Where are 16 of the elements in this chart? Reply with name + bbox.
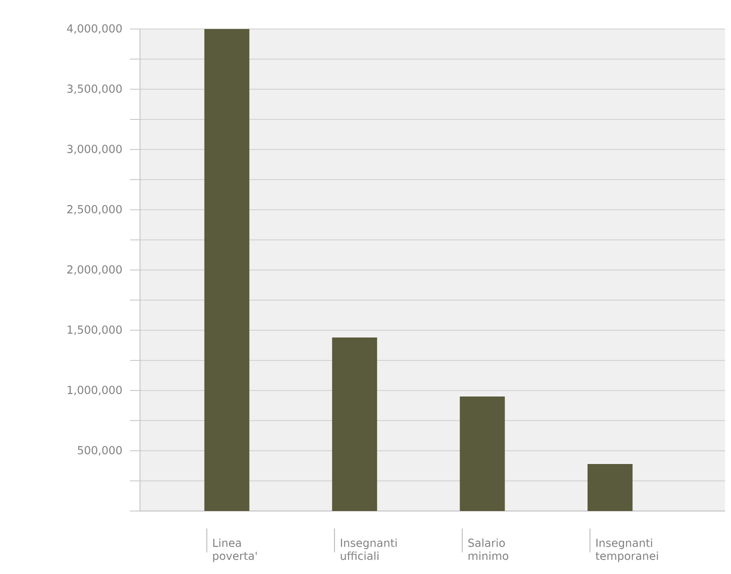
y-tick-label: 3,500,000	[67, 84, 122, 94]
bar	[332, 337, 378, 511]
y-tick-label: 2,500,000	[67, 205, 122, 214]
bar	[460, 396, 505, 511]
x-tick-label: Insegnanti ufficiali	[340, 538, 397, 560]
y-tick-label: 1,500,000	[68, 326, 122, 335]
bar	[204, 28, 250, 511]
bar	[588, 464, 633, 511]
y-tick-label: 1,000,000	[68, 386, 122, 396]
y-tick-label: 4,000,000	[67, 24, 122, 34]
x-tick-label: Insegnanti temporanei	[596, 538, 658, 562]
x-tick-label: Linea poverta'	[213, 538, 257, 562]
y-tick-label: 500,000	[78, 446, 122, 456]
x-tick-label: Salario minimo	[468, 538, 508, 560]
y-tick-label: 2,000,000	[67, 265, 122, 275]
y-tick-label: 3,000,000	[67, 144, 122, 154]
